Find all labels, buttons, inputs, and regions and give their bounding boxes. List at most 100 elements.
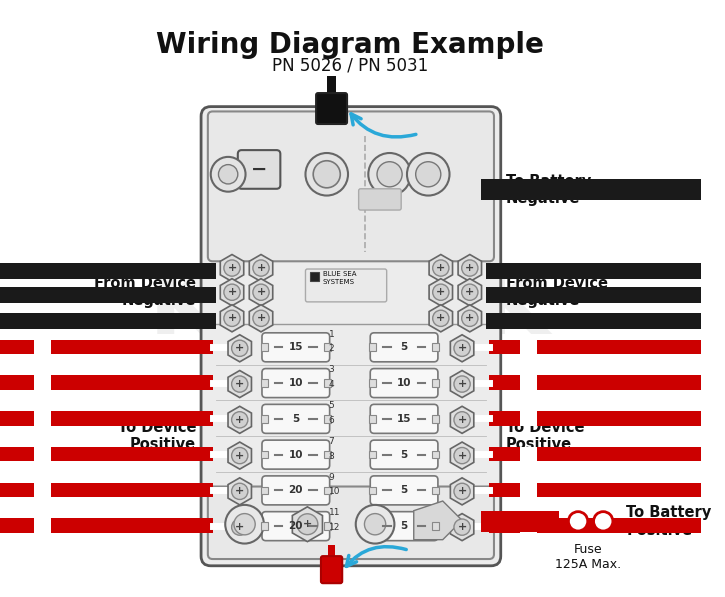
Text: 5: 5 bbox=[400, 485, 407, 496]
Text: 10: 10 bbox=[397, 378, 411, 388]
Text: +: + bbox=[436, 313, 445, 324]
Text: 5: 5 bbox=[400, 521, 407, 531]
Text: 2: 2 bbox=[328, 344, 334, 353]
Circle shape bbox=[454, 483, 471, 500]
FancyBboxPatch shape bbox=[359, 189, 401, 210]
Circle shape bbox=[377, 162, 402, 187]
Text: +: + bbox=[235, 522, 244, 532]
Text: +: + bbox=[228, 263, 236, 273]
Text: +: + bbox=[303, 519, 312, 529]
Polygon shape bbox=[450, 513, 474, 541]
Text: +: + bbox=[465, 313, 474, 324]
Bar bbox=[324, 415, 331, 423]
FancyBboxPatch shape bbox=[201, 107, 501, 566]
FancyBboxPatch shape bbox=[238, 150, 281, 189]
Polygon shape bbox=[414, 501, 462, 540]
Bar bbox=[369, 487, 376, 494]
Bar bbox=[369, 415, 376, 423]
Text: Wiring Diagram Example: Wiring Diagram Example bbox=[156, 31, 544, 59]
Circle shape bbox=[231, 483, 248, 500]
Bar bbox=[489, 376, 701, 390]
Circle shape bbox=[225, 505, 264, 543]
Circle shape bbox=[231, 376, 248, 392]
Circle shape bbox=[234, 513, 255, 535]
Bar bbox=[432, 487, 439, 494]
Circle shape bbox=[356, 505, 394, 543]
Circle shape bbox=[313, 161, 340, 188]
Bar bbox=[0, 340, 212, 354]
FancyBboxPatch shape bbox=[262, 476, 330, 505]
Text: +: + bbox=[235, 415, 244, 425]
FancyBboxPatch shape bbox=[370, 476, 438, 505]
Bar bbox=[0, 482, 212, 497]
Circle shape bbox=[224, 260, 240, 276]
Bar bbox=[489, 518, 701, 533]
Circle shape bbox=[594, 512, 613, 531]
Bar bbox=[489, 340, 701, 354]
Bar bbox=[432, 522, 439, 530]
Bar bbox=[481, 510, 559, 532]
Bar bbox=[327, 76, 336, 95]
Polygon shape bbox=[450, 371, 474, 398]
Bar bbox=[369, 379, 376, 387]
Text: From Device
Negative: From Device Negative bbox=[94, 276, 196, 309]
Polygon shape bbox=[450, 407, 474, 433]
Polygon shape bbox=[228, 478, 252, 505]
Text: BLUE SEA
SYSTEMS: BLUE SEA SYSTEMS bbox=[323, 271, 357, 285]
Text: +: + bbox=[228, 287, 236, 297]
Bar bbox=[432, 379, 439, 387]
Circle shape bbox=[433, 260, 449, 276]
FancyBboxPatch shape bbox=[262, 404, 330, 433]
Bar bbox=[489, 482, 701, 497]
Text: +: + bbox=[457, 379, 467, 389]
Text: PN 5026 / PN 5031: PN 5026 / PN 5031 bbox=[272, 56, 428, 75]
Text: To Battery
Positive: To Battery Positive bbox=[626, 505, 712, 537]
Polygon shape bbox=[292, 507, 323, 541]
Circle shape bbox=[454, 412, 471, 428]
Text: +: + bbox=[457, 451, 467, 461]
Polygon shape bbox=[228, 513, 252, 541]
Circle shape bbox=[454, 340, 471, 356]
Polygon shape bbox=[450, 335, 474, 362]
Bar bbox=[0, 287, 215, 303]
Polygon shape bbox=[450, 442, 474, 469]
Circle shape bbox=[407, 153, 450, 196]
Circle shape bbox=[253, 310, 269, 327]
Text: +: + bbox=[457, 343, 467, 353]
Text: 10: 10 bbox=[289, 378, 303, 388]
Bar bbox=[520, 340, 537, 354]
Bar bbox=[520, 518, 537, 533]
Circle shape bbox=[365, 513, 386, 535]
Circle shape bbox=[568, 512, 588, 531]
Text: 8: 8 bbox=[328, 452, 334, 461]
Polygon shape bbox=[220, 254, 244, 282]
Text: +: + bbox=[457, 522, 467, 532]
Text: 15: 15 bbox=[397, 414, 411, 424]
Polygon shape bbox=[220, 305, 244, 332]
Text: 10: 10 bbox=[289, 450, 303, 460]
Bar bbox=[369, 343, 376, 351]
Polygon shape bbox=[249, 254, 273, 282]
Text: 1: 1 bbox=[328, 330, 334, 338]
Text: 5: 5 bbox=[292, 414, 299, 424]
Circle shape bbox=[433, 284, 449, 300]
Text: +: + bbox=[228, 313, 236, 324]
Text: To Battery
Negative: To Battery Negative bbox=[505, 174, 591, 206]
Bar bbox=[310, 272, 319, 281]
FancyBboxPatch shape bbox=[370, 333, 438, 362]
FancyBboxPatch shape bbox=[262, 512, 330, 541]
FancyBboxPatch shape bbox=[316, 93, 347, 124]
FancyBboxPatch shape bbox=[262, 440, 330, 469]
Bar bbox=[489, 447, 701, 461]
Bar bbox=[486, 287, 701, 303]
Text: +: + bbox=[436, 287, 445, 297]
Text: Fuse
125A Max.: Fuse 125A Max. bbox=[555, 543, 621, 571]
Text: +: + bbox=[235, 451, 244, 461]
Bar bbox=[34, 340, 51, 354]
Text: +: + bbox=[257, 313, 265, 324]
Bar bbox=[324, 522, 331, 530]
Bar bbox=[34, 482, 51, 497]
Bar bbox=[261, 343, 268, 351]
Text: +: + bbox=[235, 343, 244, 353]
Text: 6: 6 bbox=[328, 416, 334, 425]
